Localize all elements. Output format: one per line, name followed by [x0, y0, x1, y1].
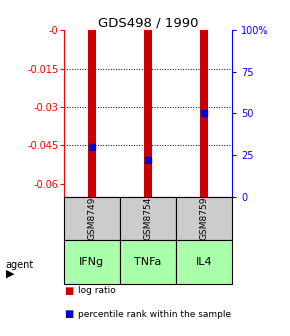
Text: GSM8754: GSM8754	[143, 197, 153, 240]
Bar	[176, 197, 232, 240]
Text: agent: agent	[6, 260, 34, 270]
Bar	[200, 30, 208, 64]
Bar	[64, 197, 120, 240]
Bar	[88, 30, 96, 161]
Text: GSM8749: GSM8749	[87, 197, 96, 240]
Text: log ratio: log ratio	[78, 286, 116, 295]
Text: IFNg: IFNg	[79, 257, 104, 267]
Bar	[200, 64, 208, 197]
Bar	[120, 240, 176, 284]
Text: IL4: IL4	[196, 257, 212, 267]
Bar	[88, 161, 96, 197]
Bar	[120, 197, 176, 240]
Text: ■: ■	[64, 309, 73, 319]
Text: TNFa: TNFa	[134, 257, 162, 267]
Bar	[144, 189, 152, 197]
Text: ■: ■	[64, 286, 73, 296]
Bar	[64, 240, 120, 284]
Bar	[144, 30, 152, 189]
Title: GDS498 / 1990: GDS498 / 1990	[98, 16, 198, 29]
Bar	[176, 240, 232, 284]
Text: percentile rank within the sample: percentile rank within the sample	[78, 310, 231, 319]
Text: GSM8759: GSM8759	[200, 197, 209, 240]
Text: ▶: ▶	[6, 269, 14, 279]
